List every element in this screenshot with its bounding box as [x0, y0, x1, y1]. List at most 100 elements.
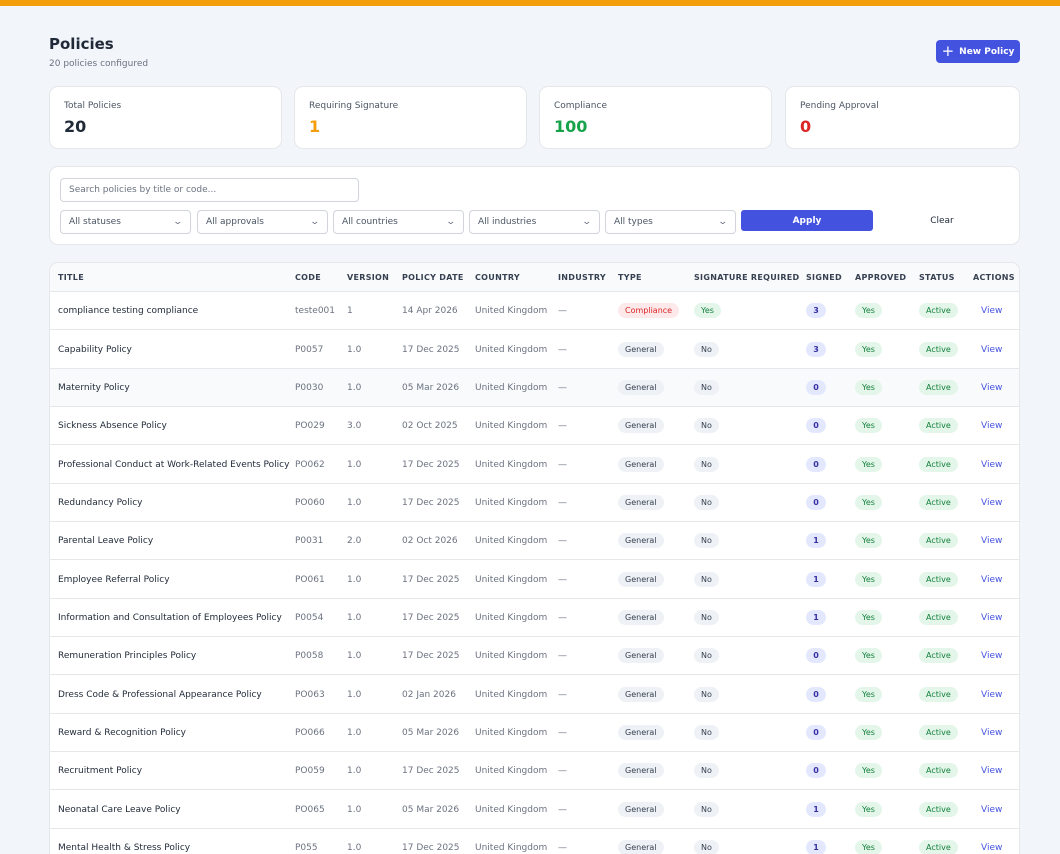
policy-title: Redundancy Policy	[58, 498, 143, 508]
table-row[interactable]: Employee Referral Policy PO061 1.0 17 Dec 2…	[50, 561, 1019, 599]
col-header-code[interactable]: CODE	[295, 273, 321, 282]
status-filter-select[interactable]: All statuses ⌄	[60, 210, 191, 234]
signature-required-badge: No	[694, 802, 719, 817]
policy-date: 02 Oct 2025	[402, 421, 458, 431]
policy-version: 1.0	[347, 498, 362, 508]
type-badge: General	[618, 418, 664, 433]
col-header-title[interactable]: TITLE	[58, 273, 84, 282]
policy-code: PO059	[295, 766, 325, 776]
policy-country: United Kingdom	[475, 613, 548, 623]
new-policy-label: New Policy	[959, 46, 1015, 57]
policy-industry: —	[558, 575, 567, 585]
policy-title: Recruitment Policy	[58, 766, 143, 776]
table-row[interactable]: Information and Consultation of Employee…	[50, 599, 1019, 637]
policy-date: 05 Mar 2026	[402, 728, 460, 738]
policy-version: 1.0	[347, 766, 362, 776]
status-badge: Active	[919, 533, 958, 548]
stat-card-pending-approval: Pending Approval 0	[785, 86, 1020, 149]
status-badge: Active	[919, 802, 958, 817]
table-row[interactable]: Redundancy Policy PO060 1.0 17 Dec 2025 Unit…	[50, 484, 1019, 522]
approved-badge: Yes	[855, 763, 882, 778]
col-header-approved[interactable]: APPROVED	[855, 273, 907, 282]
policy-code: P0058	[295, 651, 324, 661]
col-header-signature-required[interactable]: SIGNATURE REQUIRED	[694, 273, 800, 282]
signature-required-badge: No	[694, 342, 719, 357]
signed-count-badge: 0	[806, 380, 826, 395]
policy-title: compliance testing compliance	[58, 306, 199, 316]
view-policy-link[interactable]: View	[981, 728, 1003, 738]
policy-code: PO061	[295, 575, 325, 585]
industry-filter-value: All industries	[478, 217, 537, 227]
stat-label: Total Policies	[64, 101, 122, 111]
table-row[interactable]: Remuneration Principles Policy P0058 1.0 17…	[50, 637, 1019, 675]
policy-country: United Kingdom	[475, 498, 548, 508]
view-policy-link[interactable]: View	[981, 690, 1003, 700]
policy-title: Mental Health & Stress Policy	[58, 843, 191, 853]
policy-date: 17 Dec 2025	[402, 345, 460, 355]
table-row[interactable]: compliance testing compliance teste001 1 14…	[50, 292, 1019, 330]
view-policy-link[interactable]: View	[981, 383, 1003, 393]
table-row[interactable]: Sickness Absence Policy PO029 3.0 02 Oct 20…	[50, 407, 1019, 445]
view-policy-link[interactable]: View	[981, 575, 1003, 585]
policy-code: P0030	[295, 383, 324, 393]
approved-badge: Yes	[855, 342, 882, 357]
view-policy-link[interactable]: View	[981, 843, 1003, 853]
policy-date: 02 Oct 2026	[402, 536, 458, 546]
clear-filters-button[interactable]: Clear	[912, 210, 972, 231]
policy-version: 1.0	[347, 460, 362, 470]
view-policy-link[interactable]: View	[981, 536, 1003, 546]
col-header-version[interactable]: VERSION	[347, 273, 390, 282]
status-badge: Active	[919, 840, 958, 854]
col-header-industry[interactable]: INDUSTRY	[558, 273, 606, 282]
view-policy-link[interactable]: View	[981, 460, 1003, 470]
col-header-type[interactable]: TYPE	[618, 273, 642, 282]
table-row[interactable]: Parental Leave Policy P0031 2.0 02 Oct 2026…	[50, 522, 1019, 560]
table-row[interactable]: Professional Conduct at Work-Related Eve…	[50, 446, 1019, 484]
table-row[interactable]: Maternity Policy P0030 1.0 05 Mar 2026 Unite…	[50, 369, 1019, 407]
view-policy-link[interactable]: View	[981, 498, 1003, 508]
policy-title: Sickness Absence Policy	[58, 421, 167, 431]
table-row[interactable]: Reward & Recognition Policy PO066 1.0 05 Ma…	[50, 714, 1019, 752]
policy-country: United Kingdom	[475, 421, 548, 431]
col-header-policy-date[interactable]: POLICY DATE	[402, 273, 464, 282]
status-badge: Active	[919, 572, 958, 587]
policy-industry: —	[558, 536, 567, 546]
table-row[interactable]: Dress Code & Professional Appearance Pol…	[50, 676, 1019, 714]
signature-required-badge: No	[694, 840, 719, 854]
signed-count-badge: 3	[806, 303, 826, 318]
chevron-down-icon: ⌄	[309, 217, 321, 227]
view-policy-link[interactable]: View	[981, 306, 1003, 316]
apply-filters-button[interactable]: Apply	[741, 210, 873, 231]
col-header-country[interactable]: COUNTRY	[475, 273, 520, 282]
status-badge: Active	[919, 342, 958, 357]
new-policy-button[interactable]: + New Policy	[936, 40, 1020, 63]
col-header-actions: ACTIONS	[973, 273, 1015, 282]
policy-country: United Kingdom	[475, 843, 548, 853]
page-subtitle: 20 policies configured	[49, 59, 149, 69]
type-filter-select[interactable]: All types ⌄	[605, 210, 736, 234]
view-policy-link[interactable]: View	[981, 651, 1003, 661]
approval-filter-select[interactable]: All approvals ⌄	[197, 210, 328, 234]
policy-version: 2.0	[347, 536, 362, 546]
table-row[interactable]: Capability Policy P0057 1.0 17 Dec 2025 Unit…	[50, 331, 1019, 369]
view-policy-link[interactable]: View	[981, 805, 1003, 815]
type-badge: General	[618, 687, 664, 702]
type-badge: General	[618, 495, 664, 510]
industry-filter-select[interactable]: All industries ⌄	[469, 210, 600, 234]
policy-industry: —	[558, 498, 567, 508]
policy-code: PO029	[295, 421, 325, 431]
view-policy-link[interactable]: View	[981, 345, 1003, 355]
table-row[interactable]: Mental Health & Stress Policy P055 1.0 17 D…	[50, 829, 1019, 854]
signature-required-badge: No	[694, 495, 719, 510]
country-filter-select[interactable]: All countries ⌄	[333, 210, 464, 234]
approved-badge: Yes	[855, 495, 882, 510]
search-input[interactable]	[60, 178, 359, 202]
col-header-signed[interactable]: SIGNED	[806, 273, 842, 282]
policy-industry: —	[558, 613, 567, 623]
view-policy-link[interactable]: View	[981, 613, 1003, 623]
view-policy-link[interactable]: View	[981, 766, 1003, 776]
table-row[interactable]: Neonatal Care Leave Policy PO065 1.0 05 Mar…	[50, 791, 1019, 829]
col-header-status[interactable]: STATUS	[919, 273, 955, 282]
view-policy-link[interactable]: View	[981, 421, 1003, 431]
table-row[interactable]: Recruitment Policy PO059 1.0 17 Dec 2025 Uni…	[50, 752, 1019, 790]
